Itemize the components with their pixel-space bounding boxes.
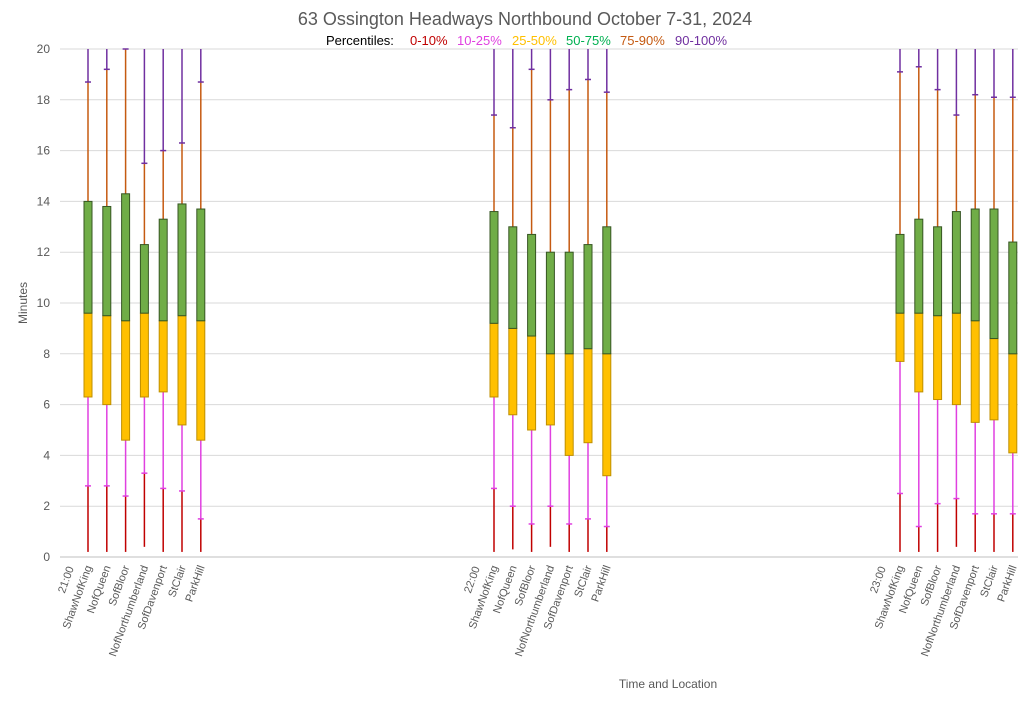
legend-title: Percentiles: (326, 33, 394, 48)
box-25-50 (121, 320, 131, 441)
box-50-75 (545, 251, 555, 355)
box-50-75 (895, 233, 905, 314)
legend-entry: 25-50% (512, 33, 557, 48)
box-25-50 (139, 312, 149, 398)
box-50-75 (989, 208, 999, 340)
box-25-50 (102, 315, 112, 406)
box-50-75 (970, 208, 980, 322)
y-axis-label: Minutes (16, 282, 30, 324)
x-axis-label: Time and Location (619, 677, 717, 691)
legend: Percentiles: 0-10% 10-25% 25-50% 50-75% 75-90… (326, 33, 727, 48)
box-50-75 (83, 200, 93, 314)
box-25-50 (583, 348, 593, 444)
box-25-50 (602, 353, 612, 477)
box-50-75 (914, 218, 924, 314)
box-25-50 (83, 312, 93, 398)
box-50-75 (951, 211, 961, 314)
box-50-75 (177, 203, 187, 317)
y-tick-label: 2 (43, 499, 50, 513)
box-50-75 (564, 251, 574, 355)
legend-entry: 10-25% (457, 33, 502, 48)
box-25-50 (1008, 353, 1018, 454)
box-25-50 (951, 312, 961, 406)
y-tick-label: 0 (43, 550, 50, 564)
box-25-50 (564, 353, 574, 456)
box-25-50 (196, 320, 206, 441)
box-50-75 (508, 226, 518, 329)
gridlines (60, 48, 1018, 558)
box-25-50 (933, 315, 943, 401)
plot-area (83, 48, 1018, 552)
box-25-50 (989, 338, 999, 421)
box-50-75 (489, 211, 499, 324)
box-50-75 (158, 218, 168, 322)
y-tick-label: 8 (43, 347, 50, 361)
legend-entry: 75-90% (620, 33, 665, 48)
box-50-75 (1008, 241, 1018, 355)
y-axis: 0 2 4 6 8 10 12 14 16 18 20 (37, 42, 51, 564)
y-tick-label: 20 (37, 42, 51, 56)
y-tick-label: 12 (37, 245, 51, 259)
box-50-75 (102, 205, 112, 317)
y-tick-label: 4 (43, 448, 50, 462)
y-tick-label: 6 (43, 398, 50, 412)
box-50-75 (196, 208, 206, 322)
box-25-50 (545, 353, 555, 426)
box-50-75 (121, 193, 131, 322)
legend-entry: 90-100% (675, 33, 727, 48)
y-tick-label: 14 (37, 194, 51, 208)
legend-entry: 50-75% (566, 33, 611, 48)
x-axis: 21:00ShawNofKingNofQueenSofBloorNofNorth… (56, 564, 1019, 659)
box-50-75 (602, 226, 612, 355)
y-tick-label: 10 (37, 296, 51, 310)
y-tick-label: 16 (37, 144, 51, 158)
box-25-50 (970, 320, 980, 423)
box-25-50 (489, 322, 499, 398)
chart-title: 63 Ossington Headways Northbound October… (298, 9, 752, 29)
legend-entry: 0-10% (410, 33, 448, 48)
box-25-50 (177, 315, 187, 426)
box-25-50 (508, 327, 518, 416)
box-50-75 (933, 226, 943, 317)
box-25-50 (158, 320, 168, 393)
y-tick-label: 18 (37, 93, 51, 107)
box-25-50 (895, 312, 905, 362)
box-25-50 (527, 335, 537, 431)
box-50-75 (527, 233, 537, 337)
box-50-75 (139, 244, 149, 314)
box-50-75 (583, 244, 593, 350)
box-25-50 (914, 312, 924, 393)
